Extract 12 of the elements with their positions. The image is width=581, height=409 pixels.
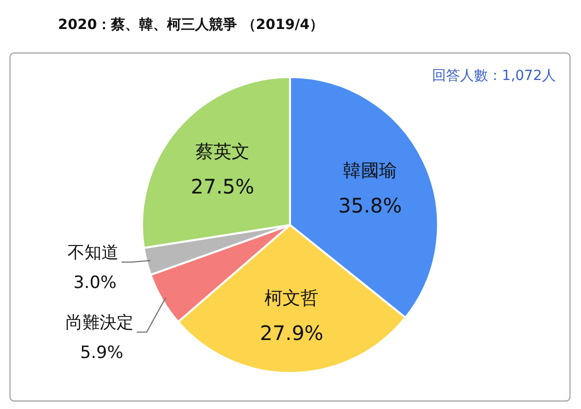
slice-label: 柯文哲 xyxy=(264,288,319,309)
chart-title: 2020：蔡、韓、柯三人競爭 （2019/4） xyxy=(58,16,324,33)
slice-label: 不知道 xyxy=(67,243,118,264)
data-label: 3.0% xyxy=(73,273,117,294)
slice-label: 蔡英文 xyxy=(196,141,250,162)
data-label: 27.5% xyxy=(190,174,254,198)
text: 回答人數：1,072人 xyxy=(432,68,556,84)
slice-label: 韓國瑜 xyxy=(343,160,398,182)
data-label: 5.9% xyxy=(80,343,124,364)
data-label: 27.9% xyxy=(260,320,324,345)
slice-label: 尚難決定 xyxy=(66,313,134,334)
data-label: 35.8% xyxy=(338,194,402,218)
